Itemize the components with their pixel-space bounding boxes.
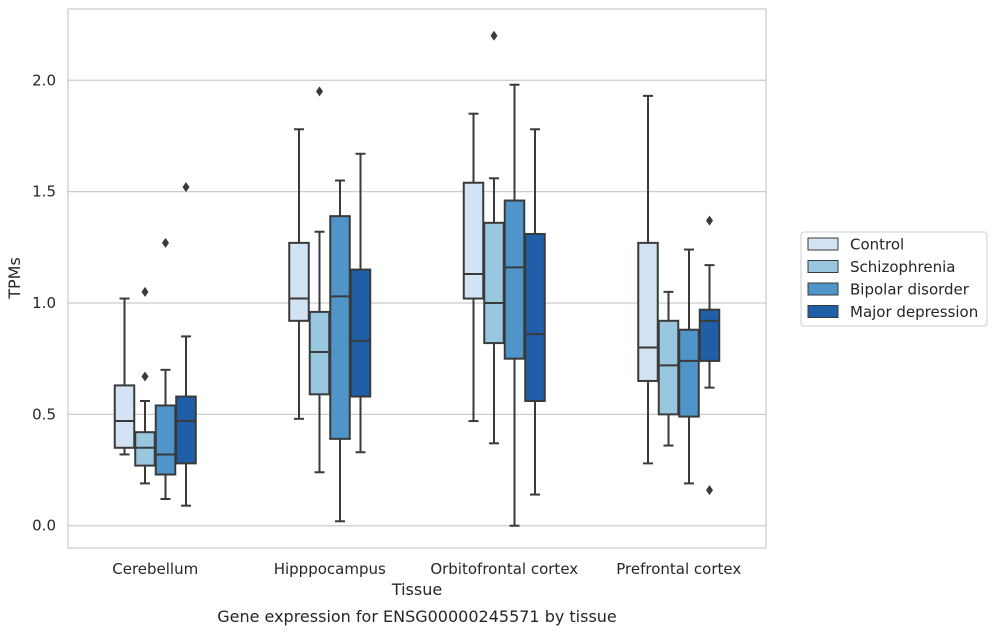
legend-items: Control Schizophrenia Bipolar disorder Majo…: [807, 236, 978, 321]
box-major-depression-1: [349, 152, 372, 454]
box-major-depression-2: [524, 128, 546, 496]
box-iqr: [678, 328, 700, 418]
outlier-point: [162, 237, 169, 248]
x-tick-label: Hipppocampus: [274, 560, 386, 578]
legend-swatch: [807, 305, 839, 318]
box-iqr: [134, 431, 156, 467]
box-iqr: [524, 232, 546, 402]
y-tick-label: 2.0: [32, 71, 56, 89]
box-control-3: [637, 94, 659, 465]
outlier-point: [141, 286, 149, 297]
box-control-1: [288, 128, 310, 420]
y-tick-labels: 0.0 0.5 1.0 1.5 2.0: [32, 71, 56, 534]
y-axis-label: TPMs: [5, 257, 24, 300]
legend-swatch: [807, 282, 839, 296]
x-tick-label: Cerebellum: [112, 560, 198, 578]
outlier-point: [182, 182, 190, 193]
box-iqr: [349, 268, 372, 398]
box-iqr: [175, 395, 197, 465]
box-schizophrenia-1: [308, 86, 331, 474]
box-iqr: [462, 181, 485, 300]
outlier-point: [141, 371, 149, 382]
legend-swatch: [807, 237, 839, 251]
x-tick-label: Orbitofrontal cortex: [430, 560, 578, 578]
legend-label: Control: [850, 236, 904, 254]
box-iqr: [698, 308, 721, 362]
chart-caption: Gene expression for ENSG00000245571 by t…: [217, 607, 617, 626]
box-iqr: [657, 319, 680, 416]
legend-frame: [800, 231, 988, 327]
box-iqr: [113, 384, 136, 449]
box-iqr: [503, 199, 526, 360]
box-control-2: [462, 112, 485, 423]
box-iqr: [288, 241, 310, 322]
outlier-point: [490, 30, 498, 41]
box-layer: [113, 30, 721, 527]
box-bipolar-disorder-1: [329, 179, 351, 523]
y-tick-label: 1.5: [32, 183, 56, 201]
y-tick-label: 1.0: [32, 294, 56, 312]
y-tick-label: 0.5: [32, 405, 56, 423]
outlier-point: [706, 485, 713, 496]
y-tick-label: 0.0: [32, 517, 56, 535]
outlier-point: [706, 215, 713, 226]
outlier-point: [316, 86, 323, 97]
box-schizophrenia-2: [483, 30, 505, 445]
box-iqr: [329, 215, 351, 440]
box-major-depression-3: [698, 215, 721, 496]
box-bipolar-disorder-3: [678, 248, 700, 485]
legend-label: Major depression: [850, 303, 978, 321]
x-axis-label: Tissue: [391, 580, 442, 599]
legend: Control Schizophrenia Bipolar disorder Majo…: [800, 231, 988, 327]
box-iqr: [483, 221, 505, 345]
x-tick-label: Prefrontal cortex: [616, 560, 741, 578]
box-schizophrenia-3: [657, 290, 680, 447]
legend-label: Schizophrenia: [850, 258, 955, 276]
x-tick-labels: Cerebellum Hipppocampus Orbitofrontal cort…: [112, 560, 741, 578]
box-schizophrenia-0: [134, 286, 156, 485]
plot-frame: [67, 8, 767, 549]
legend-label: Bipolar disorder: [850, 281, 970, 299]
box-iqr: [154, 404, 177, 476]
box-bipolar-disorder-2: [503, 83, 526, 527]
box-iqr: [308, 310, 331, 396]
box-control-0: [113, 297, 136, 456]
legend-swatch: [807, 260, 839, 273]
box-major-depression-0: [175, 182, 197, 507]
box-iqr: [637, 241, 659, 382]
box-bipolar-disorder-0: [154, 237, 177, 500]
